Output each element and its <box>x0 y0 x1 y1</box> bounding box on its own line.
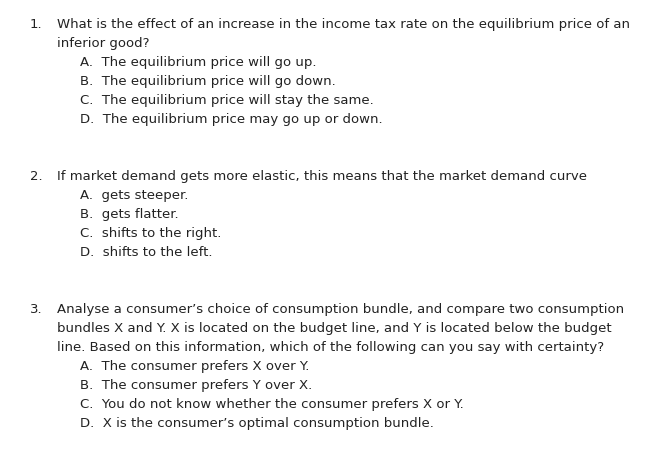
Text: inferior good?: inferior good? <box>57 37 150 50</box>
Text: D.  shifts to the left.: D. shifts to the left. <box>80 246 213 259</box>
Text: What is the effect of an increase in the income tax rate on the equilibrium pric: What is the effect of an increase in the… <box>57 18 630 31</box>
Text: A.  The consumer prefers X over Y.: A. The consumer prefers X over Y. <box>80 360 310 373</box>
Text: Analyse a consumer’s choice of consumption bundle, and compare two consumption: Analyse a consumer’s choice of consumpti… <box>57 303 624 316</box>
Text: If market demand gets more elastic, this means that the market demand curve: If market demand gets more elastic, this… <box>57 170 587 183</box>
Text: bundles X and Y. X is located on the budget line, and Y is located below the bud: bundles X and Y. X is located on the bud… <box>57 322 611 335</box>
Text: C.  The equilibrium price will stay the same.: C. The equilibrium price will stay the s… <box>80 94 374 107</box>
Text: A.  The equilibrium price will go up.: A. The equilibrium price will go up. <box>80 56 316 69</box>
Text: B.  The equilibrium price will go down.: B. The equilibrium price will go down. <box>80 75 336 88</box>
Text: C.  You do not know whether the consumer prefers X or Y.: C. You do not know whether the consumer … <box>80 398 464 411</box>
Text: A.  gets steeper.: A. gets steeper. <box>80 189 188 202</box>
Text: D.  The equilibrium price may go up or down.: D. The equilibrium price may go up or do… <box>80 113 382 126</box>
Text: B.  The consumer prefers Y over X.: B. The consumer prefers Y over X. <box>80 379 312 392</box>
Text: B.  gets flatter.: B. gets flatter. <box>80 208 178 221</box>
Text: line. Based on this information, which of the following can you say with certain: line. Based on this information, which o… <box>57 341 604 354</box>
Text: D.  X is the consumer’s optimal consumption bundle.: D. X is the consumer’s optimal consumpti… <box>80 417 434 430</box>
Text: 3.: 3. <box>30 303 43 316</box>
Text: 2.: 2. <box>30 170 43 183</box>
Text: C.  shifts to the right.: C. shifts to the right. <box>80 227 221 240</box>
Text: 1.: 1. <box>30 18 43 31</box>
